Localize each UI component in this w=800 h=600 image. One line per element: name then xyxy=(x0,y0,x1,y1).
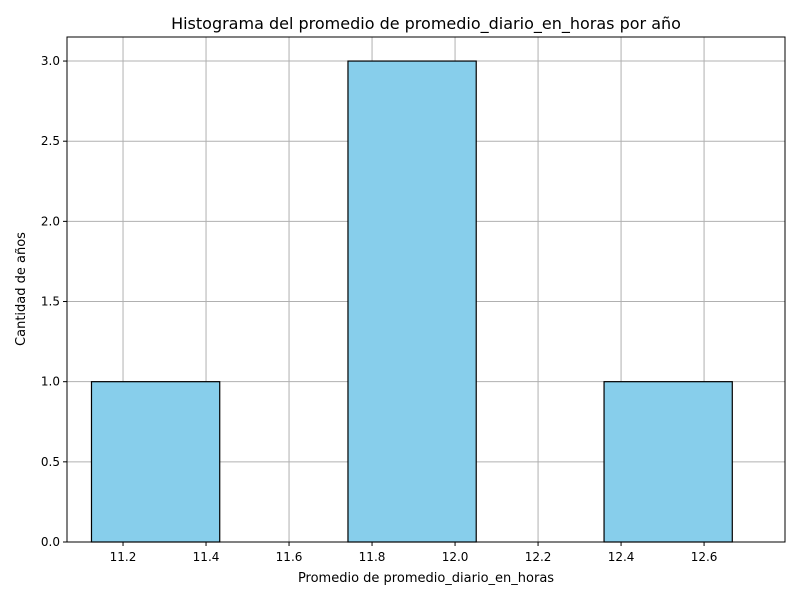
x-tick-label: 12.6 xyxy=(691,550,718,564)
chart-title: Histograma del promedio de promedio_diar… xyxy=(171,14,681,34)
histogram-bar xyxy=(90,381,221,543)
y-axis-ticks: 0.0 0.5 1.0 1.5 2.0 2.5 3.0 xyxy=(41,54,67,549)
x-tick-label: 12.2 xyxy=(525,550,552,564)
x-tick-label: 11.6 xyxy=(276,550,303,564)
histogram-bar xyxy=(603,381,733,543)
histogram-bar xyxy=(347,60,477,543)
x-tick-label: 12.4 xyxy=(608,550,635,564)
y-tick-label: 0.0 xyxy=(41,535,60,549)
x-tick-label: 11.8 xyxy=(359,550,386,564)
y-tick-label: 3.0 xyxy=(41,54,60,68)
y-tick-label: 1.0 xyxy=(41,375,60,389)
x-axis-ticks: 11.2 11.4 11.6 11.8 12.0 12.2 12.4 12.6 xyxy=(110,542,718,564)
x-tick-label: 11.2 xyxy=(110,550,137,564)
y-tick-label: 1.5 xyxy=(41,295,60,309)
y-tick-label: 2.0 xyxy=(41,214,60,228)
bars-layer xyxy=(90,60,733,543)
x-tick-label: 12.0 xyxy=(442,550,469,564)
x-axis-label: Promedio de promedio_diario_en_horas xyxy=(298,571,554,586)
plot-frame xyxy=(66,36,786,543)
y-tick-label: 0.5 xyxy=(41,455,60,469)
y-tick-label: 2.5 xyxy=(41,134,60,148)
x-tick-label: 11.4 xyxy=(193,550,220,564)
y-axis-label: Cantidad de años xyxy=(14,232,29,346)
